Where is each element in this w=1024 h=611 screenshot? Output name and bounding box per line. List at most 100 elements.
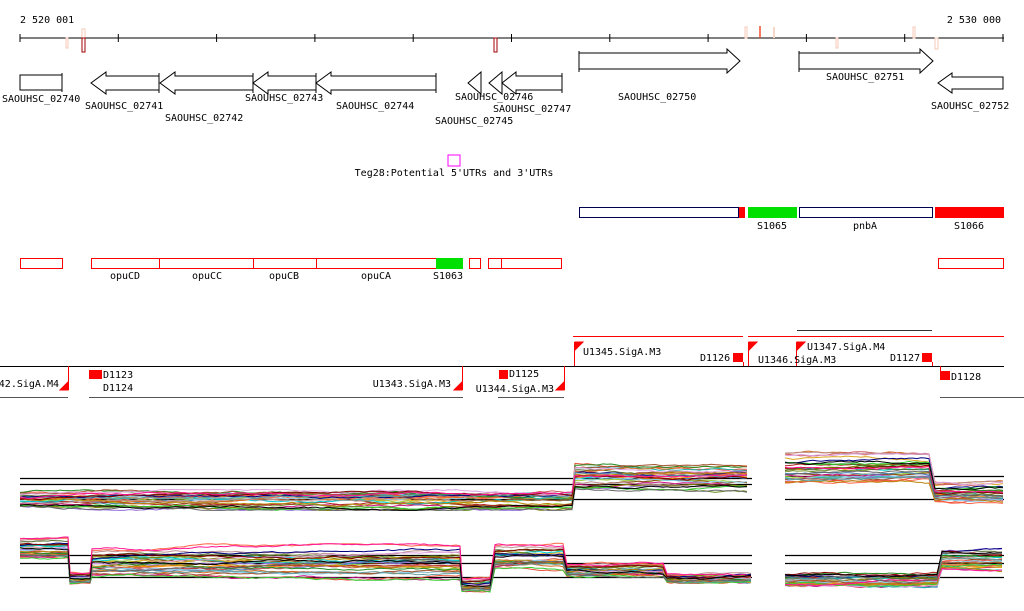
terminator-square-icon[interactable] bbox=[89, 370, 102, 379]
segment-box[interactable] bbox=[579, 207, 739, 218]
terminator-square-icon[interactable] bbox=[733, 353, 743, 362]
expression-series-line bbox=[784, 563, 1003, 587]
gene-02742-glyph[interactable] bbox=[159, 71, 254, 95]
gene-02751-glyph[interactable] bbox=[798, 47, 934, 75]
terminator-label: D1126 bbox=[700, 353, 730, 364]
expression-series-line bbox=[784, 550, 1003, 578]
segment-label: S1063 bbox=[433, 271, 463, 282]
terminator-square-icon[interactable] bbox=[940, 371, 950, 380]
promoter-flag-icon[interactable] bbox=[574, 341, 585, 366]
expression-panel bbox=[784, 547, 1004, 589]
teg28-feature[interactable] bbox=[447, 154, 461, 167]
gene-label[interactable]: SAOUHSC_02746 bbox=[455, 92, 533, 103]
segment-opucd[interactable] bbox=[91, 258, 160, 269]
segment-s1065[interactable] bbox=[748, 207, 797, 218]
segment-label: opuCB bbox=[269, 271, 299, 282]
promoter-label: U1344.SigA.M3 bbox=[476, 384, 554, 395]
promoter-flag-icon[interactable] bbox=[58, 366, 69, 391]
segment-opucc[interactable] bbox=[159, 258, 254, 269]
expression-series-line bbox=[19, 471, 748, 500]
expression-panel bbox=[784, 450, 1004, 505]
segment-pnba[interactable] bbox=[799, 207, 933, 218]
gene-label[interactable]: SAOUHSC_02743 bbox=[245, 93, 323, 104]
terminator-label: D1128 bbox=[951, 372, 981, 383]
gene-label[interactable]: SAOUHSC_02750 bbox=[618, 92, 696, 103]
promoter-flag-icon[interactable] bbox=[748, 341, 759, 366]
segment-label: opuCD bbox=[110, 271, 140, 282]
expression-series-line bbox=[19, 556, 751, 593]
expression-series-line bbox=[784, 480, 1004, 503]
reverse-segment-track bbox=[20, 258, 1004, 269]
segment-label: opuCA bbox=[361, 271, 391, 282]
expression-series-line bbox=[784, 476, 1004, 499]
expression-series-line bbox=[19, 536, 752, 580]
expression-series-line bbox=[784, 452, 1004, 486]
promoter-label: U1347.SigA.M4 bbox=[807, 342, 885, 353]
segment-box[interactable] bbox=[488, 258, 502, 269]
pale-mark bbox=[835, 37, 839, 49]
dark-mark bbox=[493, 37, 498, 53]
gene-02747-glyph[interactable] bbox=[501, 70, 563, 96]
teg28-label: Teg28:Potential 5'UTRs and 3'UTRs bbox=[355, 168, 554, 179]
segment-s1066[interactable] bbox=[935, 207, 1004, 218]
gene-02746-glyph[interactable] bbox=[488, 70, 503, 96]
ruler-start-label: 2 520 001 bbox=[20, 15, 74, 26]
promoter-flag-icon[interactable] bbox=[796, 341, 807, 366]
segment-box[interactable] bbox=[469, 258, 481, 269]
gene-label[interactable]: SAOUHSC_02751 bbox=[826, 72, 904, 83]
segment-opucb[interactable] bbox=[253, 258, 317, 269]
expression-series-line bbox=[19, 485, 748, 511]
promoter-label: U1345.SigA.M3 bbox=[583, 347, 661, 358]
gene-label[interactable]: SAOUHSC_02742 bbox=[165, 113, 243, 124]
expression-series-line bbox=[785, 478, 1004, 505]
promoter-track: U1345.SigA.M3 D1126 U1346.SigA.M3 U1347.… bbox=[0, 330, 1024, 398]
segment-box[interactable] bbox=[20, 258, 63, 269]
promoter-label: U1343.SigA.M3 bbox=[373, 379, 451, 390]
expression-series-line bbox=[784, 465, 1004, 493]
terminator-label: D1123 bbox=[103, 370, 133, 381]
gene-02752-glyph[interactable] bbox=[937, 72, 1004, 94]
gene-label[interactable]: SAOUHSC_02747 bbox=[493, 104, 571, 115]
gene-track bbox=[19, 47, 1004, 96]
expression-series-line bbox=[19, 554, 752, 591]
gene-02745-glyph[interactable] bbox=[467, 70, 482, 96]
expression-series-line bbox=[784, 460, 1004, 490]
terminator-square-icon[interactable] bbox=[922, 353, 932, 362]
expression-series-line bbox=[784, 567, 1003, 587]
gene-label[interactable]: SAOUHSC_02740 bbox=[2, 94, 80, 105]
ruler-end-label: 2 530 000 bbox=[947, 15, 1001, 26]
gene-02744-glyph[interactable] bbox=[315, 71, 437, 95]
dark-mark bbox=[81, 37, 86, 53]
segment-box[interactable] bbox=[739, 207, 745, 218]
segment-label: pnbA bbox=[853, 221, 877, 232]
gene-label[interactable]: SAOUHSC_02745 bbox=[435, 116, 513, 127]
promoter-flag-icon[interactable] bbox=[554, 366, 565, 391]
segment-box[interactable] bbox=[501, 258, 562, 269]
forward-segment-track: S1065 pnbA S1066 bbox=[579, 207, 1004, 232]
reverse-segment-labels: opuCD opuCC opuCB opuCA S1063 bbox=[110, 271, 463, 282]
gene-label[interactable]: SAOUHSC_02741 bbox=[85, 101, 163, 112]
terminator-label: D1125 bbox=[509, 369, 539, 380]
terminator-label: D1124 bbox=[103, 383, 133, 394]
pale-mark bbox=[81, 28, 86, 39]
gene-02750-glyph[interactable] bbox=[578, 47, 741, 75]
gene-label[interactable]: SAOUHSC_02752 bbox=[931, 101, 1009, 112]
gene-label[interactable]: SAOUHSC_02744 bbox=[336, 101, 414, 112]
gene-02740-glyph[interactable] bbox=[19, 73, 63, 92]
pale-mark bbox=[912, 26, 916, 39]
pale-mark bbox=[744, 26, 748, 39]
gene-02741-glyph[interactable] bbox=[90, 71, 160, 95]
segment-box[interactable] bbox=[938, 258, 1004, 269]
terminator-label: D1127 bbox=[890, 353, 920, 364]
segment-s1063[interactable] bbox=[436, 258, 463, 269]
ruler-marks bbox=[65, 26, 939, 53]
gene-02743-glyph[interactable] bbox=[252, 71, 317, 95]
expression-series-line bbox=[20, 474, 748, 500]
terminator-square-icon[interactable] bbox=[499, 370, 508, 379]
promoter-flag-icon[interactable] bbox=[452, 366, 463, 391]
segment-opuca[interactable] bbox=[316, 258, 437, 269]
expression-series-line bbox=[784, 554, 1003, 578]
expression-series-line bbox=[784, 460, 1004, 491]
gene-labels: SAOUHSC_02740 SAOUHSC_02741 SAOUHSC_0274… bbox=[2, 72, 1009, 127]
